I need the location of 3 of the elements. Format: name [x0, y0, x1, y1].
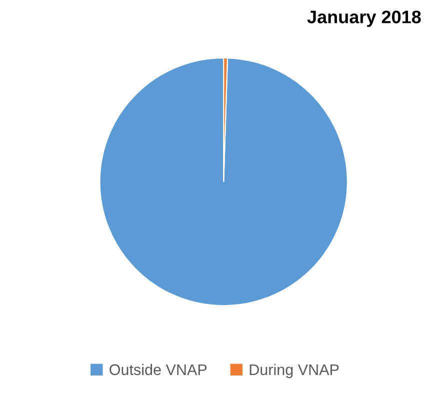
- legend-label: During VNAP: [250, 364, 339, 378]
- legend-label: Outside VNAP: [110, 364, 207, 376]
- chart-title: January 2018: [307, 10, 421, 27]
